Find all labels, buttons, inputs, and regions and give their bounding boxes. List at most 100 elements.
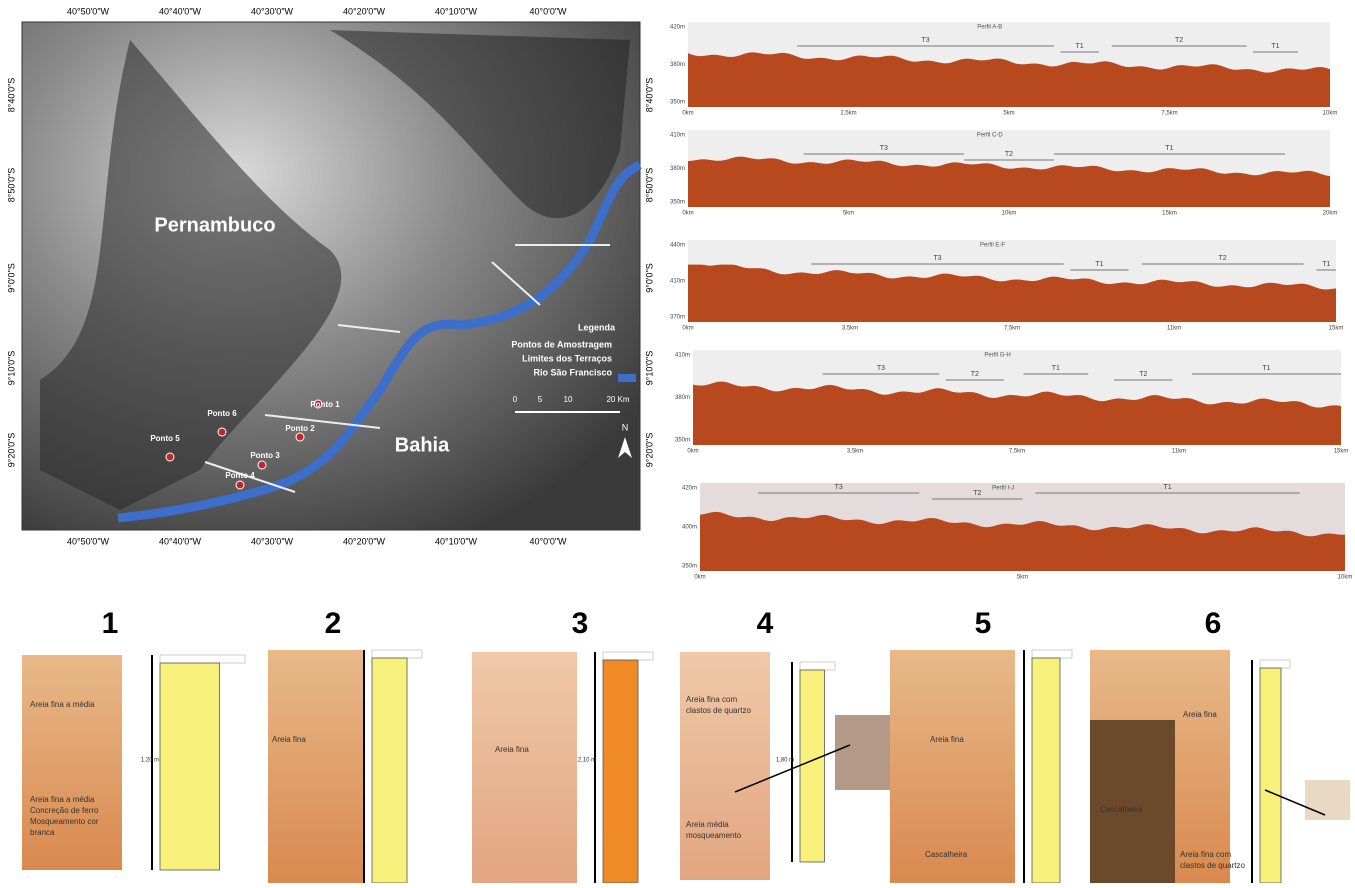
terrace-label: T1 (1052, 365, 1060, 372)
terrace-label: T3 (880, 145, 888, 152)
x-label: 15km (1162, 211, 1177, 217)
x-label: 15km (1329, 326, 1344, 332)
y-label: 420m (670, 25, 685, 31)
terrace-label: T3 (933, 255, 941, 262)
depth-label: 2,10 m (578, 758, 596, 764)
x-label: 5km (1017, 575, 1028, 581)
terrace-label: T1 (1164, 484, 1172, 491)
lon-label: 40°30'0"W (251, 6, 294, 16)
state-label: Pernambuco (154, 214, 275, 236)
point-label: Ponto 4 (225, 471, 255, 480)
section-photo (890, 650, 1015, 883)
lat-label: 8°50'0"S (644, 168, 654, 203)
point-label: Ponto 3 (250, 451, 280, 460)
lat-label: 9°10'0"S (644, 351, 654, 386)
section-number: 3 (572, 607, 589, 640)
point-label: Ponto 1 (310, 400, 340, 409)
y-label: 370m (670, 315, 685, 321)
state-label: Bahia (395, 434, 450, 456)
y-label: 380m (670, 62, 685, 68)
section-note: Areia fina a média (30, 700, 95, 709)
terrace-label: T1 (1165, 145, 1173, 152)
column-ruler (1032, 650, 1072, 658)
terrace-label: T1 (1322, 261, 1330, 268)
lon-label: 40°20'0"W (343, 6, 386, 16)
section-note: Areia fina (272, 735, 306, 744)
lat-label: 9°20'0"S (644, 433, 654, 468)
legend-item: Pontos de Amostragem (511, 339, 612, 349)
profile-title: Perfil G-H (984, 353, 1010, 359)
y-label: 380m (675, 395, 690, 401)
section-number: 5 (975, 607, 992, 640)
lon-label: 40°50'0"W (67, 536, 110, 546)
section-note: Cascalheira (1100, 805, 1143, 814)
section-column (1032, 658, 1060, 883)
depth-label: 1,80 m (776, 758, 794, 764)
point-label: Ponto 5 (150, 434, 180, 443)
lon-label: 40°0'0"W (529, 536, 567, 546)
legend-item: Rio São Francisco (533, 367, 612, 377)
x-label: 0km (687, 449, 698, 455)
column-ruler (160, 655, 245, 663)
x-label: 7,5km (1009, 449, 1025, 455)
lon-label: 40°40'0"W (159, 536, 202, 546)
profile-title: Perfil E-F (980, 243, 1005, 249)
x-label: 0km (682, 326, 693, 332)
scale-label: 20 Km (606, 395, 629, 404)
column-ruler (1260, 660, 1290, 668)
x-label: 2,5km (840, 111, 856, 117)
terrace-label: T1 (1095, 261, 1103, 268)
x-label: 10km (1323, 111, 1338, 117)
y-label: 350m (670, 100, 685, 106)
terrace-label: T1 (1262, 365, 1270, 372)
section-note: Cascalheira (925, 850, 968, 859)
x-label: 7,5km (1004, 326, 1020, 332)
section-column (372, 658, 407, 883)
column-ruler (372, 650, 422, 658)
lat-label: 9°20'0"S (6, 433, 16, 468)
x-label: 3,5km (847, 449, 863, 455)
lat-label: 9°10'0"S (6, 351, 16, 386)
scale-label: 0 (513, 395, 518, 404)
profile-title: Perfil I-J (992, 486, 1014, 492)
point-label: Ponto 6 (207, 409, 237, 418)
lat-label: 9°0'0"S (644, 263, 654, 293)
x-label: 11km (1167, 326, 1181, 332)
lat-label: 8°50'0"S (6, 168, 16, 203)
x-label: 3,5km (842, 326, 858, 332)
sample-point (166, 453, 174, 461)
depth-label: 1,20 m (141, 758, 159, 764)
section-number: 2 (325, 607, 342, 640)
y-label: 410m (670, 133, 685, 139)
terrace-label: T1 (1076, 43, 1084, 50)
section-photo (680, 652, 770, 880)
section-number: 4 (757, 607, 774, 640)
y-label: 380m (670, 166, 685, 172)
section-column (603, 660, 638, 883)
profile-title: Perfil C-D (977, 133, 1004, 139)
lon-label: 40°50'0"W (67, 6, 110, 16)
terrace-label: T2 (1219, 255, 1227, 262)
y-label: 350m (670, 200, 685, 206)
lon-label: 40°30'0"W (251, 536, 294, 546)
lat-label: 8°40'0"S (6, 78, 16, 113)
legend-item: Limites dos Terraços (522, 353, 612, 363)
legend-river (618, 374, 636, 382)
terrace-label: T2 (1005, 151, 1013, 158)
x-label: 5km (843, 211, 854, 217)
y-label: 350m (682, 564, 697, 570)
page: { "map": { "lon_labels": ["40°50'0\"W", … (0, 0, 1355, 883)
terrace-label: T3 (835, 484, 843, 491)
section-column (800, 670, 825, 862)
section-number: 6 (1205, 607, 1222, 640)
inset-photo (1305, 780, 1350, 820)
north-label: N (622, 422, 629, 432)
x-label: 0km (694, 575, 705, 581)
y-label: 410m (670, 279, 685, 285)
section-note: Areia fina (495, 745, 529, 754)
legend-title: Legenda (578, 322, 616, 332)
terrace-label: T3 (877, 365, 885, 372)
section-photo (22, 655, 122, 870)
y-label: 420m (682, 486, 697, 492)
terrace-label: T2 (971, 371, 979, 378)
